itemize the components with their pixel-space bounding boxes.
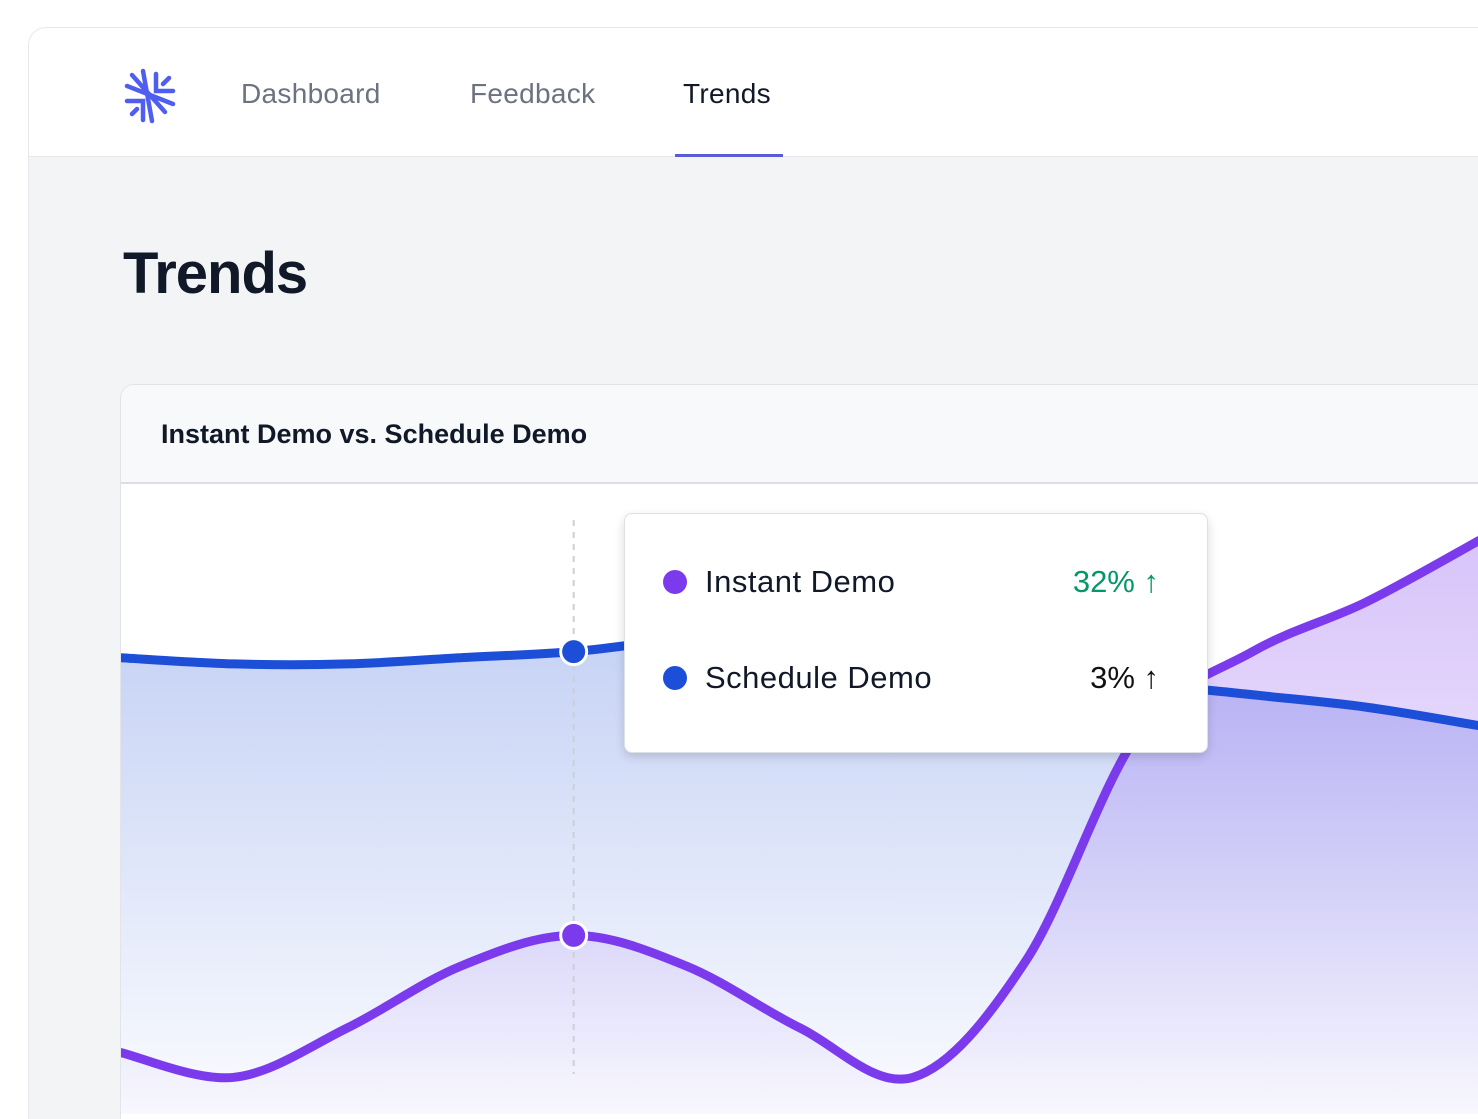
tab-trends[interactable]: Trends — [683, 78, 771, 109]
highlight-point-schedule-demo[interactable] — [559, 637, 589, 667]
card-header: Instant Demo vs. Schedule Demo — [121, 385, 1478, 484]
chart-tooltip: Instant Demo 32% ↑ Schedule Demo 3% ↑ — [624, 513, 1208, 753]
tab-feedback[interactable]: Feedback — [470, 78, 596, 109]
logo-icon[interactable] — [119, 66, 181, 128]
highlight-point-instant-demo[interactable] — [559, 920, 589, 950]
card-title: Instant Demo vs. Schedule Demo — [161, 419, 588, 449]
tooltip-value: 3% ↑ — [1090, 660, 1159, 695]
tooltip-label: Schedule Demo — [705, 660, 933, 695]
tooltip-row-instant-demo: Instant Demo 32% ↑ — [663, 562, 1159, 602]
active-tab-indicator — [675, 154, 783, 157]
series-line-instant-demo[interactable] — [121, 536, 1478, 1084]
instant-demo-legend-dot — [663, 570, 687, 594]
trend-chart[interactable] — [121, 484, 1478, 1114]
tooltip-row-schedule-demo: Schedule Demo 3% ↑ — [663, 658, 1159, 698]
tooltip-value: 32% ↑ — [1072, 564, 1159, 599]
top-nav: Dashboard Feedback Trends — [29, 28, 1478, 157]
chart-card: Instant Demo vs. Schedule Demo — [120, 384, 1478, 1119]
schedule-demo-legend-dot — [663, 666, 687, 690]
page-title: Trends — [123, 241, 308, 306]
tooltip-label: Instant Demo — [705, 564, 896, 599]
app-window: Dashboard Feedback Trends Trends Instant… — [28, 27, 1478, 1119]
tab-dashboard[interactable]: Dashboard — [241, 78, 381, 109]
